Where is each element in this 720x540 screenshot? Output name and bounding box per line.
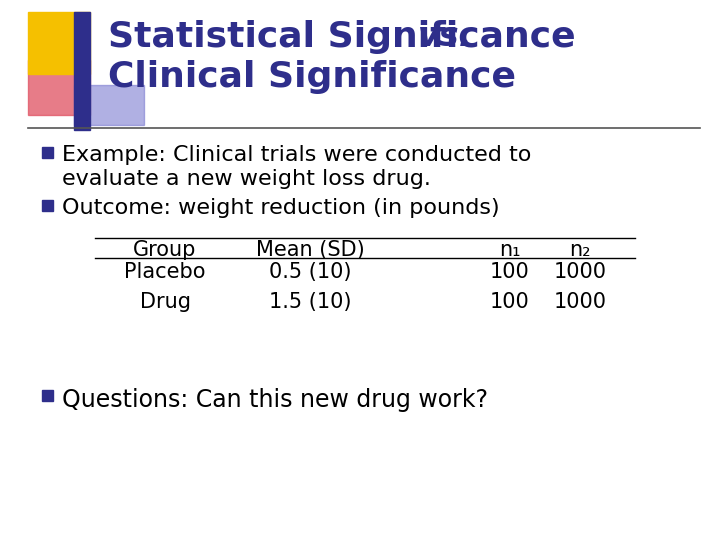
- Text: Drug: Drug: [140, 292, 191, 312]
- Bar: [42, 200, 53, 211]
- Text: 100: 100: [490, 262, 530, 282]
- Text: 0.5 (10): 0.5 (10): [269, 262, 351, 282]
- Text: vs.: vs.: [418, 20, 472, 53]
- Bar: [42, 390, 53, 401]
- Text: evaluate a new weight loss drug.: evaluate a new weight loss drug.: [62, 169, 431, 189]
- Text: 1000: 1000: [554, 292, 606, 312]
- Text: 1.5 (10): 1.5 (10): [269, 292, 351, 312]
- Bar: [74, 12, 90, 130]
- Text: Mean (SD): Mean (SD): [256, 240, 364, 260]
- Text: Outcome: weight reduction (in pounds): Outcome: weight reduction (in pounds): [62, 198, 500, 218]
- Bar: [42, 147, 53, 158]
- Bar: [28, 12, 90, 74]
- Text: n₂: n₂: [570, 240, 591, 260]
- Text: 1000: 1000: [554, 262, 606, 282]
- Text: Example: Clinical trials were conducted to: Example: Clinical trials were conducted …: [62, 145, 531, 165]
- Text: Questions: Can this new drug work?: Questions: Can this new drug work?: [62, 388, 488, 412]
- Text: Statistical Significance: Statistical Significance: [108, 20, 588, 54]
- Text: Group: Group: [133, 240, 197, 260]
- Text: Clinical Significance: Clinical Significance: [108, 60, 516, 94]
- Text: 100: 100: [490, 292, 530, 312]
- Bar: [28, 60, 90, 115]
- Text: n₁: n₁: [499, 240, 521, 260]
- Text: Placebo: Placebo: [125, 262, 206, 282]
- Bar: [74, 85, 144, 125]
